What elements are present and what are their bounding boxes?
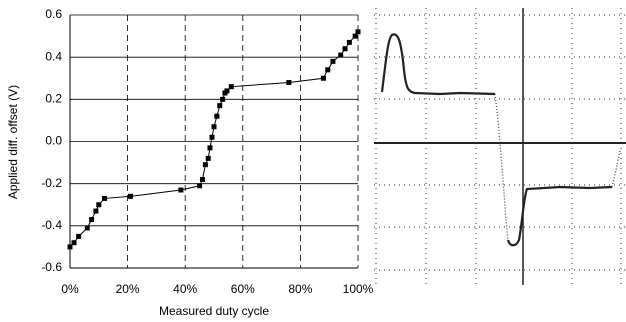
marker bbox=[330, 59, 335, 64]
marker bbox=[286, 80, 291, 85]
x-tick-label: 100% bbox=[343, 282, 374, 296]
page: Applied diff. offset (V) Measured duty c… bbox=[0, 0, 626, 322]
marker bbox=[93, 209, 98, 214]
marker bbox=[343, 46, 348, 51]
x-tick-label: 60% bbox=[231, 282, 255, 296]
marker bbox=[85, 225, 90, 230]
marker bbox=[203, 162, 208, 167]
marker bbox=[96, 202, 101, 207]
y-tick-label: -0.4 bbox=[41, 218, 62, 232]
marker bbox=[102, 196, 107, 201]
marker bbox=[128, 194, 133, 199]
marker bbox=[224, 88, 229, 93]
y-tick-label: 0.6 bbox=[45, 7, 62, 21]
scope-background bbox=[372, 5, 626, 287]
y-tick-label: 0.4 bbox=[45, 49, 62, 63]
x-tick-label: 80% bbox=[288, 282, 312, 296]
marker bbox=[321, 76, 326, 81]
y-tick-label: -0.6 bbox=[41, 260, 62, 274]
marker bbox=[200, 177, 205, 182]
x-tick-label: 0% bbox=[61, 282, 79, 296]
marker bbox=[217, 103, 222, 108]
x-tick-label: 20% bbox=[116, 282, 140, 296]
marker bbox=[338, 53, 343, 58]
y-tick-label: -0.2 bbox=[41, 176, 62, 190]
y-tick-label: 0.0 bbox=[45, 134, 62, 148]
marker bbox=[209, 135, 214, 140]
marker bbox=[220, 97, 225, 102]
marker bbox=[76, 234, 81, 239]
marker bbox=[212, 124, 217, 129]
marker bbox=[178, 187, 183, 192]
marker bbox=[72, 240, 77, 245]
y-axis-label: Applied diff. offset (V) bbox=[6, 85, 20, 199]
marker bbox=[214, 114, 219, 119]
y-tick-label: 0.2 bbox=[45, 92, 62, 106]
marker bbox=[207, 145, 212, 150]
marker bbox=[206, 156, 211, 161]
marker bbox=[356, 29, 361, 34]
marker bbox=[197, 183, 202, 188]
marker bbox=[89, 217, 94, 222]
x-axis-label: Measured duty cycle bbox=[159, 304, 269, 318]
marker bbox=[229, 84, 234, 89]
oscilloscope-image bbox=[372, 5, 626, 287]
marker bbox=[325, 67, 330, 72]
marker bbox=[347, 40, 352, 45]
x-tick-label: 40% bbox=[173, 282, 197, 296]
